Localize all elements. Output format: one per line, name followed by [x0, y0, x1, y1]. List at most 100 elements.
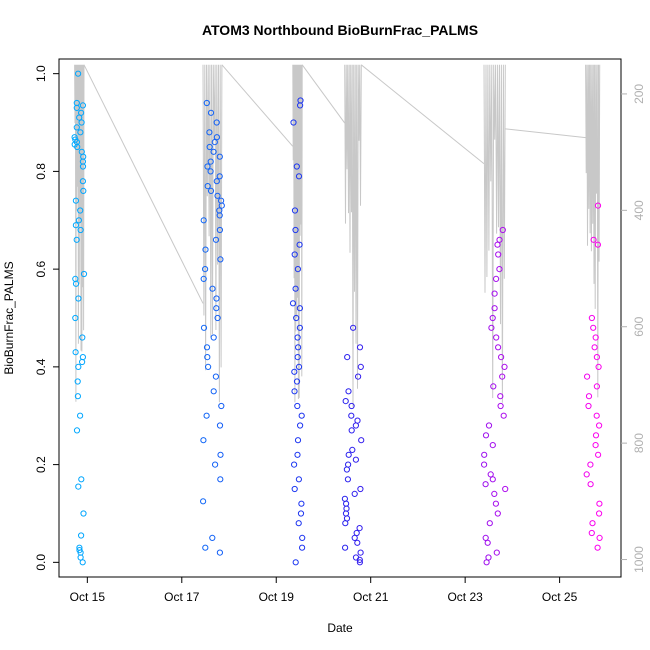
data-point	[213, 134, 220, 141]
data-point	[295, 520, 302, 527]
data-point	[213, 119, 220, 126]
data-point	[294, 437, 302, 444]
data-point	[358, 437, 365, 444]
data-point	[485, 554, 492, 561]
data-point	[292, 559, 299, 566]
y2-tick-label: 400	[632, 200, 646, 220]
data-point	[493, 334, 500, 341]
data-point	[293, 378, 301, 385]
pressure-profile-line	[483, 64, 506, 403]
data-point	[353, 529, 360, 537]
data-point	[489, 476, 496, 483]
data-point	[214, 314, 221, 322]
data-point	[494, 510, 501, 517]
data-point	[345, 388, 352, 395]
data-point	[482, 534, 489, 542]
data-point	[296, 241, 303, 248]
data-point	[213, 305, 220, 312]
data-point	[493, 275, 500, 282]
y-axis: 0.0 0.2 0.4 0.6 0.8 1.0	[34, 65, 59, 571]
data-point	[289, 300, 297, 307]
data-point	[351, 490, 358, 497]
data-point	[79, 358, 86, 366]
data-point	[218, 402, 225, 410]
data-point	[218, 197, 225, 204]
data-point	[291, 485, 298, 493]
data-point	[77, 207, 84, 214]
data-point	[501, 363, 508, 370]
data-point	[596, 534, 603, 542]
data-point	[493, 549, 500, 556]
data-point	[498, 354, 505, 361]
data-point	[75, 217, 83, 224]
x-tick-label: Oct 23	[447, 590, 483, 604]
transit-line	[83, 64, 204, 304]
data-point	[217, 256, 224, 263]
data-point	[345, 461, 352, 468]
y-tick-label: 0.8	[34, 163, 48, 180]
data-point	[495, 251, 502, 258]
data-point	[491, 305, 498, 312]
data-point	[75, 363, 82, 370]
data-point	[356, 559, 363, 566]
data-point	[213, 295, 220, 302]
data-point	[487, 471, 494, 478]
data-point	[216, 549, 223, 556]
data-point	[78, 532, 85, 539]
data-point	[75, 483, 82, 490]
data-point	[343, 505, 350, 512]
data-point	[205, 363, 212, 370]
data-point	[490, 383, 497, 390]
data-point	[295, 344, 302, 351]
data-point	[583, 471, 590, 478]
data-point	[200, 275, 207, 282]
data-point	[212, 373, 219, 380]
data-point	[499, 226, 506, 234]
data-point	[209, 534, 216, 542]
data-point	[497, 402, 504, 410]
data-point	[209, 285, 216, 292]
data-point	[72, 222, 80, 229]
data-point	[496, 236, 503, 243]
x-tick-label: Oct 25	[542, 590, 578, 604]
data-point	[74, 393, 82, 400]
data-point	[500, 412, 507, 419]
data-point	[212, 461, 219, 468]
data-point	[489, 314, 496, 322]
data-point	[79, 334, 86, 341]
plot-frame	[58, 58, 622, 578]
data-point	[71, 134, 78, 141]
data-point	[80, 510, 87, 517]
data-point	[78, 109, 85, 116]
data-point	[216, 422, 224, 429]
data-point	[217, 476, 224, 483]
data-point	[292, 226, 299, 234]
data-point	[72, 314, 79, 322]
data-point	[356, 525, 363, 532]
data-point	[591, 344, 598, 351]
pressure-profile-line	[585, 64, 601, 398]
y-axis-label: BioBurnFrac_PALMS	[2, 261, 16, 374]
data-point	[585, 402, 592, 410]
data-point	[495, 344, 502, 351]
data-point	[77, 129, 84, 136]
data-point	[214, 192, 221, 199]
data-point	[348, 402, 355, 410]
data-point	[357, 363, 364, 370]
data-point	[593, 383, 601, 390]
data-point	[299, 544, 306, 551]
data-point	[298, 412, 305, 419]
x-tick-label: Oct 19	[259, 590, 295, 604]
data-point	[588, 314, 596, 322]
data-point	[291, 388, 298, 395]
data-point	[587, 461, 594, 468]
data-point	[292, 285, 299, 292]
x-tick-label: Oct 21	[353, 590, 389, 604]
data-point	[294, 451, 301, 458]
data-point	[596, 422, 603, 429]
data-point	[212, 236, 220, 243]
x-tick-label: Oct 15	[70, 590, 106, 604]
transit-line	[221, 64, 294, 147]
data-point	[80, 270, 88, 278]
